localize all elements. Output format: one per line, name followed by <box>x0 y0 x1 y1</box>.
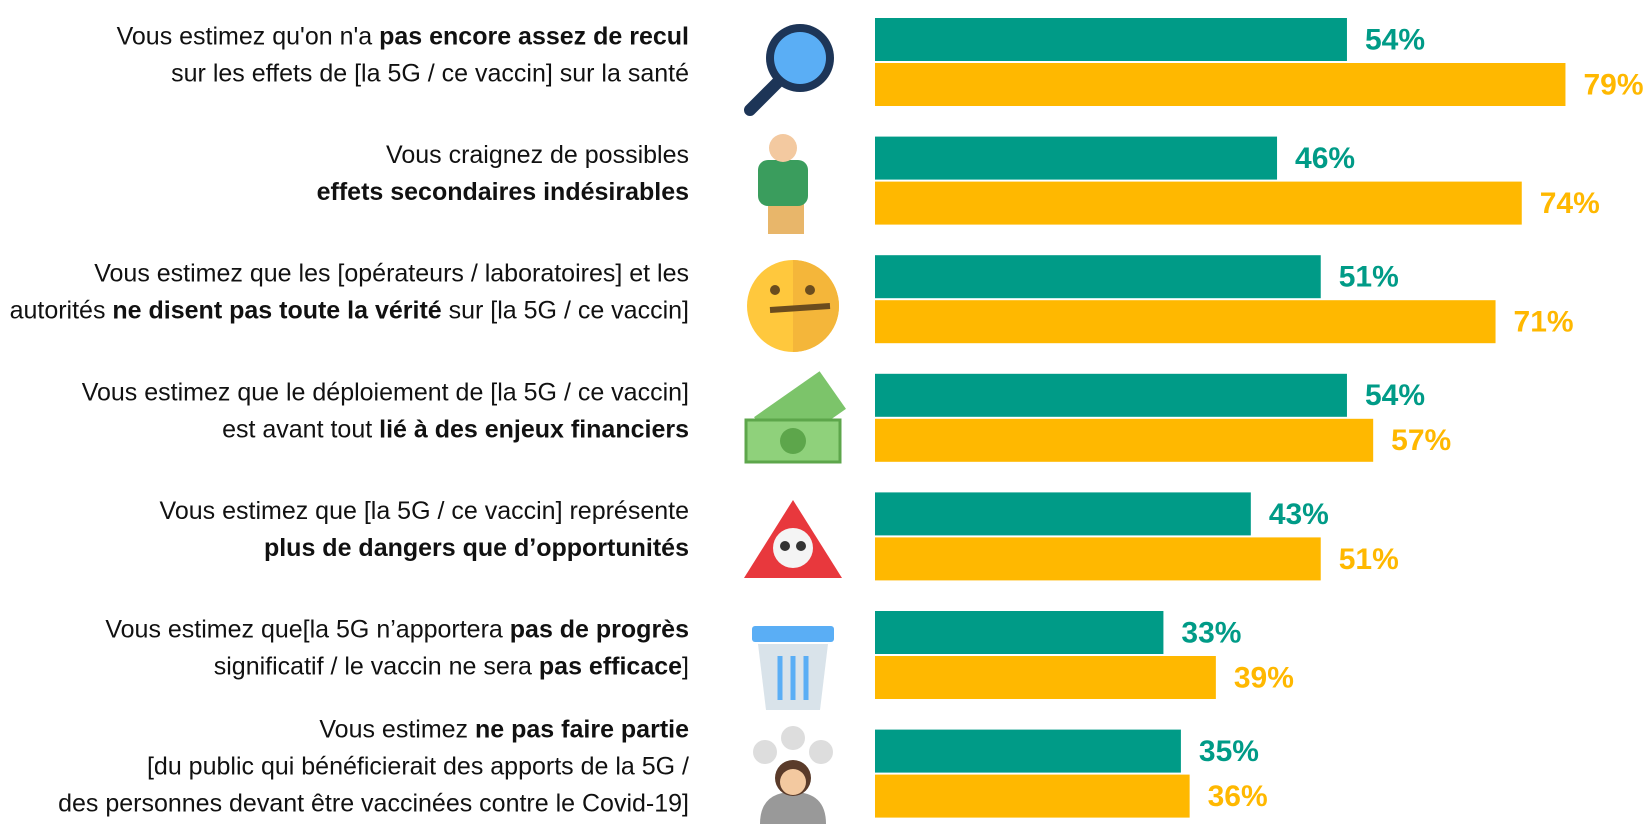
label-segment: Vous estimez que[la 5G n’apportera <box>105 615 509 643</box>
label-segment: significatif / le vaccin ne sera <box>214 652 539 680</box>
category-label: plus de dangers que d’opportunités <box>264 534 689 562</box>
label-segment: ne pas faire partie <box>475 715 689 743</box>
label-segment: effets secondaires indésirables <box>317 178 689 206</box>
bar <box>875 373 1347 417</box>
label-segment: Vous estimez <box>319 715 475 743</box>
category-label: autorités ne disent pas toute la vérité … <box>10 296 689 324</box>
value-label: 74% <box>1540 187 1600 220</box>
value-label: 39% <box>1234 661 1294 694</box>
category-label: est avant tout lié à des enjeux financie… <box>222 415 689 443</box>
label-segment: autorités <box>10 296 113 324</box>
label-segment: pas efficace <box>539 652 682 680</box>
label-segment: pas de progrès <box>510 615 689 643</box>
sick-person-icon <box>758 134 808 234</box>
money-icon <box>744 371 846 464</box>
label-segment: Vous craignez de possibles <box>386 141 689 169</box>
category-label: Vous estimez que les [opérateurs / labor… <box>94 259 689 287</box>
trash-icon <box>752 626 834 710</box>
label-segment: lié à des enjeux financiers <box>379 415 689 443</box>
category-label: Vous estimez qu'on n'a pas encore assez … <box>117 22 689 50</box>
label-segment: ne disent pas toute la vérité <box>112 296 441 324</box>
category-label: Vous craignez de possibles <box>386 141 689 169</box>
value-label: 79% <box>1583 68 1643 101</box>
value-label: 35% <box>1199 735 1259 768</box>
category-label: Vous estimez que le déploiement de [la 5… <box>82 378 689 406</box>
category-label: Vous estimez que[la 5G n’apportera pas d… <box>105 615 689 643</box>
label-segment: est avant tout <box>222 415 379 443</box>
bar <box>875 255 1321 299</box>
bar <box>875 418 1374 462</box>
category-label: des personnes devant être vaccinées cont… <box>58 789 689 817</box>
bar <box>875 537 1321 581</box>
label-segment: des personnes devant être vaccinées cont… <box>58 789 689 817</box>
label-segment: [du public qui bénéficierait des apports… <box>147 752 689 780</box>
label-segment: sur les effets de [la 5G / ce vaccin] su… <box>171 59 689 87</box>
label-segment: pas encore assez de recul <box>379 22 689 50</box>
bar <box>875 656 1216 699</box>
magnifier-icon <box>744 24 834 116</box>
category-label: Vous estimez que [la 5G / ce vaccin] rep… <box>160 497 689 525</box>
category-label: Vous estimez ne pas faire partie <box>319 715 689 743</box>
label-segment: sur [la 5G / ce vaccin] <box>442 296 689 324</box>
label-segment: Vous estimez que [la 5G / ce vaccin] rep… <box>160 497 689 525</box>
value-label: 51% <box>1339 261 1399 294</box>
category-label: effets secondaires indésirables <box>317 178 689 206</box>
bar <box>875 611 1164 654</box>
value-label: 54% <box>1365 379 1425 412</box>
category-label: significatif / le vaccin ne sera pas eff… <box>214 652 689 680</box>
label-segment: plus de dangers que d’opportunités <box>264 534 689 562</box>
value-label: 43% <box>1269 498 1329 531</box>
person-icon <box>753 726 833 824</box>
bar <box>875 300 1496 344</box>
value-label: 33% <box>1181 616 1241 649</box>
bar <box>875 729 1181 773</box>
label-segment: Vous estimez que le déploiement de [la 5… <box>82 378 689 406</box>
bar <box>875 492 1251 536</box>
bar <box>875 18 1347 61</box>
bar <box>875 774 1190 818</box>
category-label: sur les effets de [la 5G / ce vaccin] su… <box>171 59 689 87</box>
label-segment: Vous estimez que les [opérateurs / labor… <box>94 259 689 287</box>
bar <box>875 136 1278 180</box>
category-label: [du public qui bénéficierait des apports… <box>147 752 689 780</box>
label-segment: Vous estimez qu'on n'a <box>117 22 380 50</box>
value-label: 71% <box>1514 306 1574 339</box>
icons <box>744 24 846 824</box>
value-label: 57% <box>1391 424 1451 457</box>
lying-face-icon <box>747 260 839 352</box>
danger-icon <box>744 500 842 578</box>
bar <box>875 181 1522 225</box>
value-label: 54% <box>1365 23 1425 56</box>
value-label: 36% <box>1208 780 1268 813</box>
value-label: 46% <box>1295 142 1355 175</box>
label-segment: ] <box>682 652 689 680</box>
value-label: 51% <box>1339 543 1399 576</box>
bar <box>875 63 1566 106</box>
